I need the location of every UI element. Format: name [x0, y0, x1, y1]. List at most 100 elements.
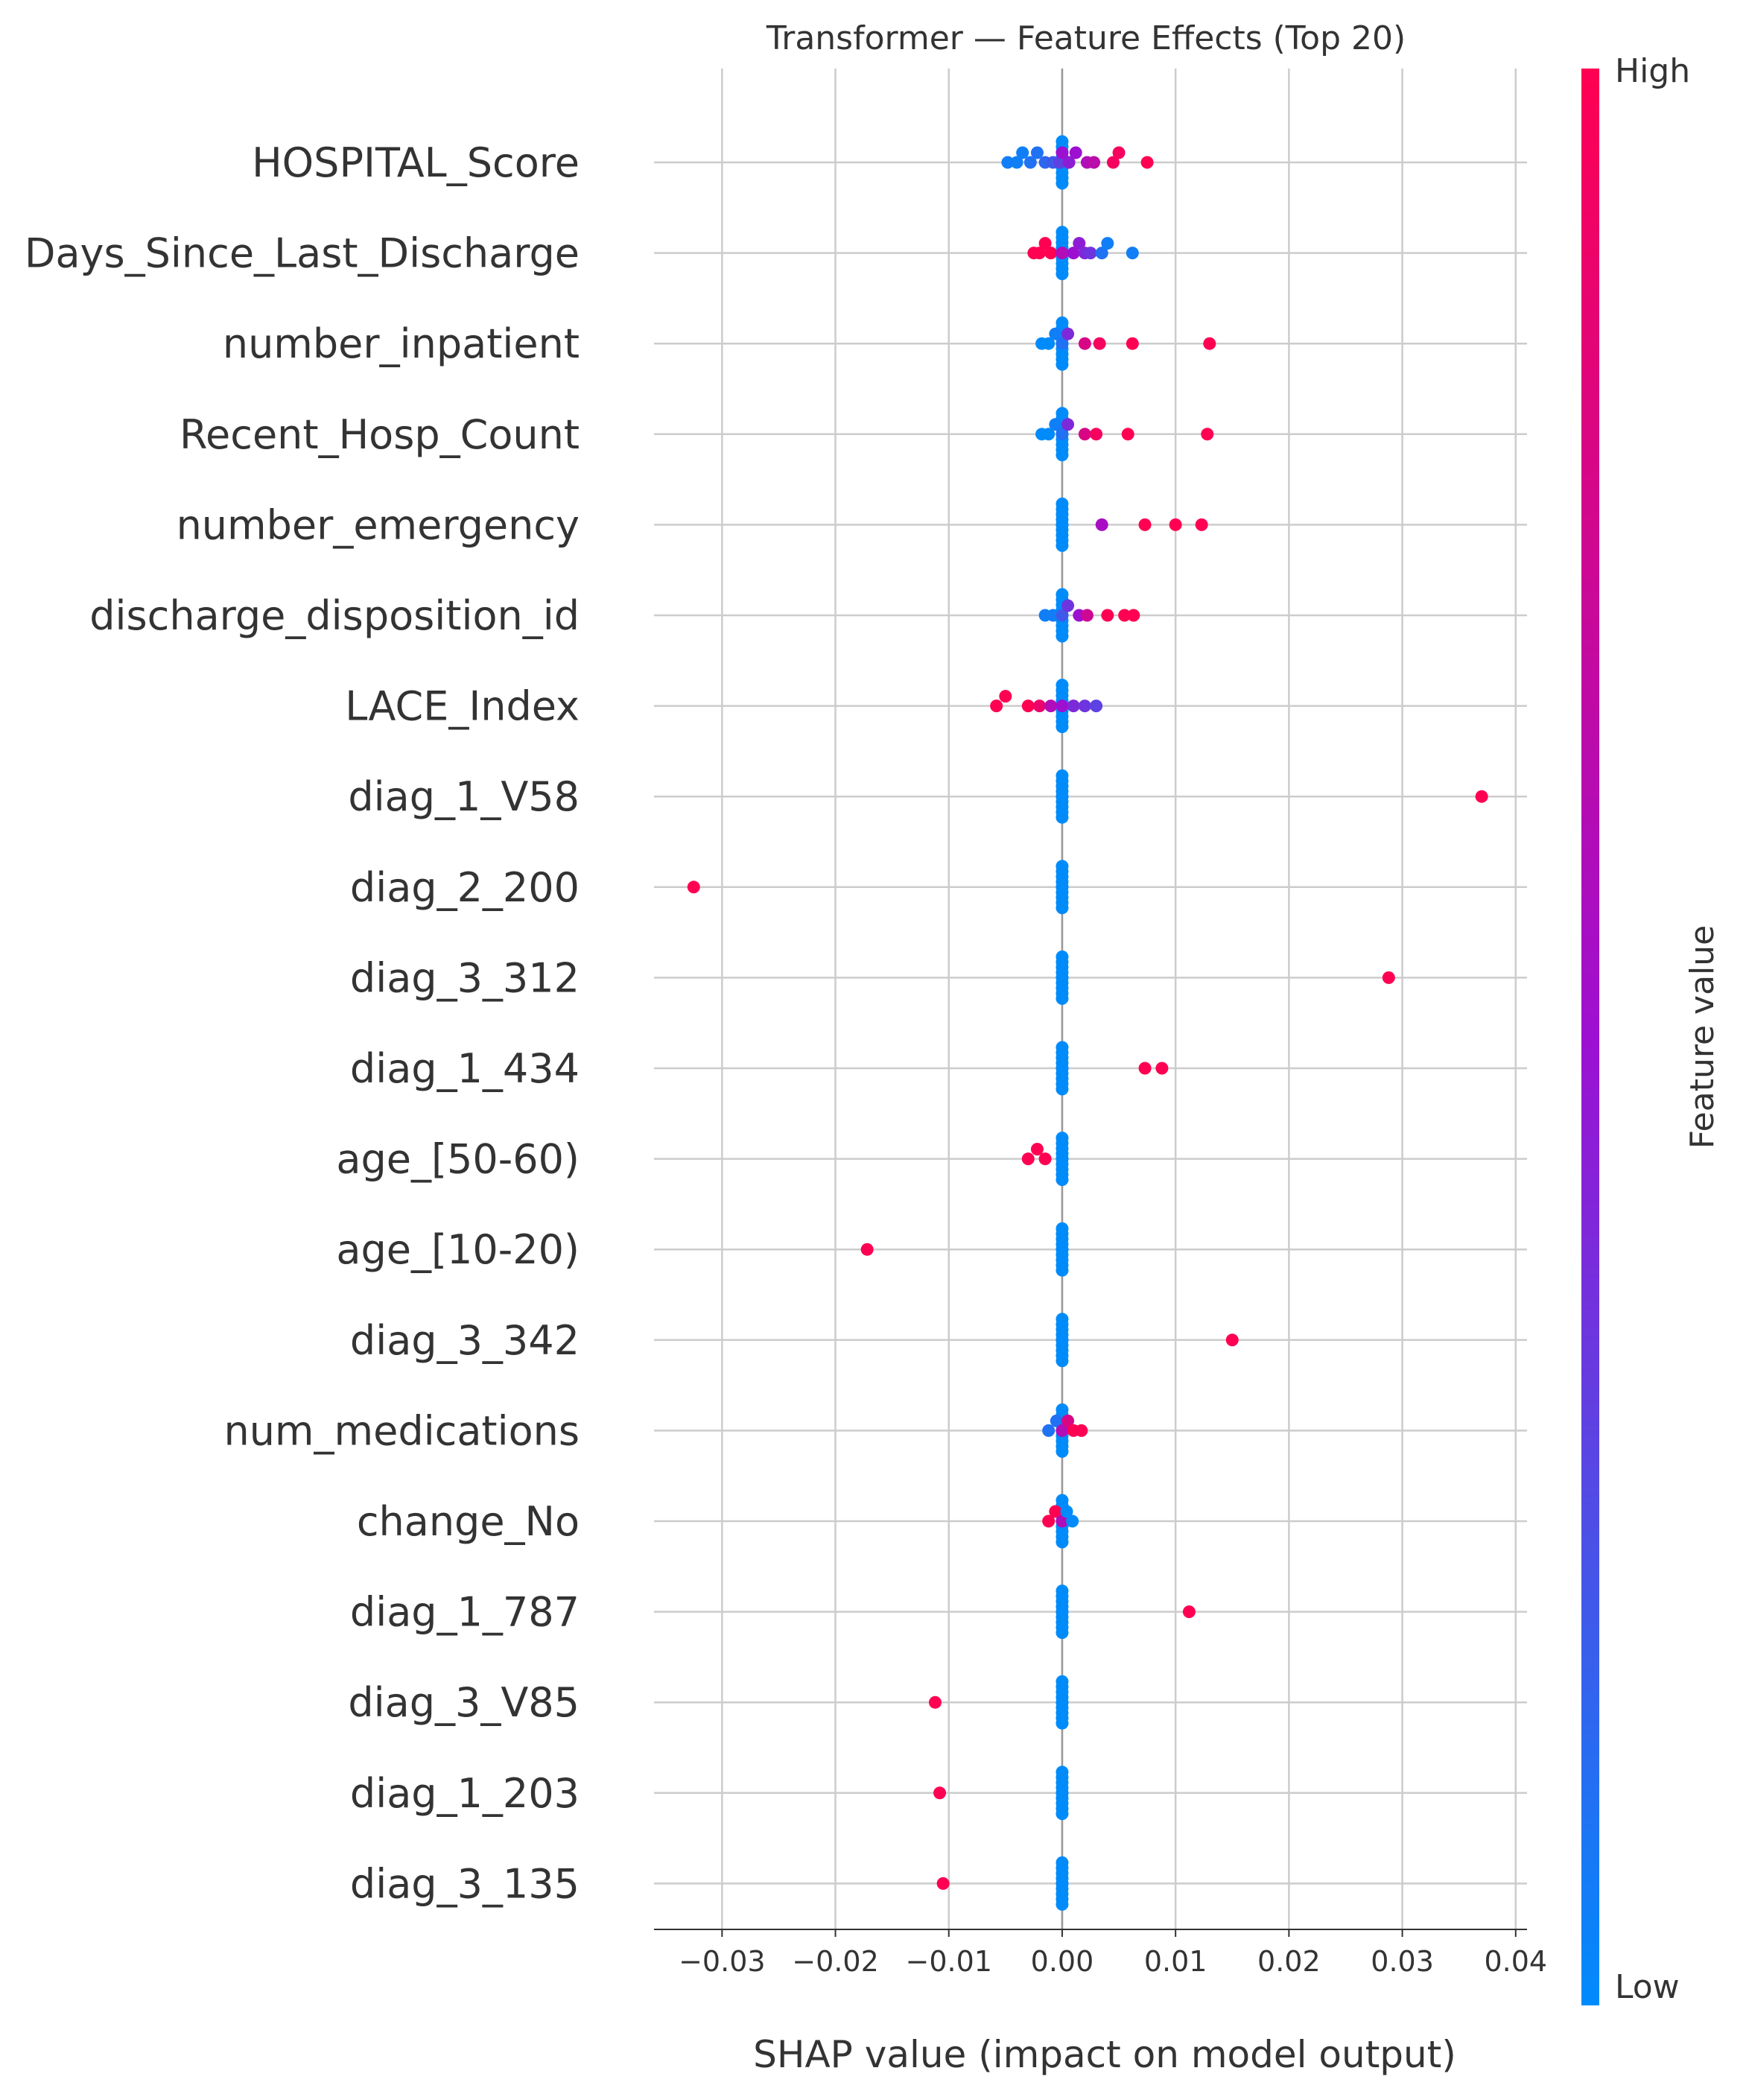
shap-point [1021, 1152, 1035, 1166]
x-axis: −0.03 −0.02 −0.01 0.00 0.01 0.02 0.03 0.04 [654, 1929, 1547, 1978]
shap-point [1050, 1414, 1063, 1427]
shap-point [1056, 146, 1069, 159]
shap-point [1101, 609, 1114, 622]
feature-label: age_[10-20) [336, 1226, 580, 1273]
shap-point [1042, 428, 1056, 441]
shap-point [933, 1786, 947, 1800]
shap-point [1203, 337, 1216, 350]
shap-point [1475, 790, 1488, 803]
shap-point [1044, 247, 1058, 260]
shap-point [1093, 337, 1106, 350]
shap-point [928, 1695, 942, 1709]
feature-label: Days_Since_Last_Discharge [25, 230, 580, 277]
shap-point [1195, 518, 1208, 531]
shap-point [1056, 518, 1069, 531]
shap-point [1056, 901, 1069, 915]
shap-point [1056, 448, 1069, 462]
shap-point [1118, 609, 1131, 622]
shap-point [1066, 1514, 1079, 1528]
shap-point [990, 700, 1003, 713]
shap-point [1084, 247, 1097, 260]
shap-point [1225, 1333, 1239, 1347]
shap-point [1010, 156, 1023, 169]
shap-point [1056, 247, 1069, 260]
feature-label: num_medications [223, 1407, 580, 1454]
shap-point [1182, 1605, 1196, 1619]
feature-label: LACE_Index [345, 683, 580, 730]
shap-point [1056, 1152, 1069, 1166]
shap-point [1056, 428, 1069, 441]
x-tick-label: −0.01 [906, 1945, 992, 1978]
feature-label: diag_3_342 [350, 1317, 580, 1364]
shap-point [1061, 327, 1075, 340]
shap-point [1038, 237, 1052, 250]
shap-point [1030, 1143, 1044, 1156]
x-tick-label: 0.02 [1257, 1945, 1321, 1978]
x-tick-label: 0.00 [1031, 1945, 1094, 1978]
shap-point [1061, 599, 1075, 612]
shap-point [1101, 237, 1114, 250]
feature-label: diag_1_V58 [348, 773, 580, 820]
feature-label: HOSPITAL_Score [252, 139, 580, 186]
feature-labels: HOSPITAL_Score Days_Since_Last_Dischargen… [25, 139, 580, 1907]
shap-point [1078, 428, 1091, 441]
shap-point [1056, 1626, 1069, 1640]
shap-point [1078, 700, 1091, 713]
shap-point [1056, 1786, 1069, 1800]
shap-point [1056, 1243, 1069, 1256]
colorbar [1581, 69, 1599, 2005]
feature-label: number_emergency [177, 501, 580, 548]
shap-point [1056, 1062, 1069, 1075]
shap-point [1056, 720, 1069, 734]
shap-point [1155, 1062, 1169, 1075]
feature-label: Recent_Hosp_Count [180, 411, 580, 458]
shap-point [1112, 146, 1126, 159]
shap-point [1021, 700, 1035, 713]
feature-label: discharge_disposition_id [89, 592, 580, 639]
shap-point [1042, 1514, 1056, 1528]
shap-point [1056, 790, 1069, 803]
shap-point [1138, 1062, 1152, 1075]
shap-point [1056, 1444, 1069, 1458]
shap-point [1106, 156, 1120, 169]
shap-point [1056, 1082, 1069, 1096]
x-tick-label: 0.03 [1371, 1945, 1434, 1978]
shap-point [1033, 247, 1047, 260]
shap-point [1095, 247, 1108, 260]
feature-label: diag_3_V85 [348, 1679, 580, 1726]
shap-point [1080, 609, 1093, 622]
shap-point [1201, 428, 1214, 441]
shap-point [1075, 1424, 1088, 1437]
shap-point [1056, 337, 1069, 350]
shap-point [1033, 700, 1047, 713]
shap-point [1056, 267, 1069, 281]
feature-label: change_No [357, 1498, 580, 1545]
shap-point [1056, 971, 1069, 984]
shap-point [1056, 811, 1069, 824]
shap-point [1049, 327, 1062, 340]
shap-point [1056, 1173, 1069, 1187]
shap-point [1067, 700, 1080, 713]
shap-point [1169, 518, 1182, 531]
feature-label: diag_2_200 [350, 864, 580, 911]
shap-point [1056, 1424, 1069, 1437]
shap-point [1030, 146, 1044, 159]
shap-point [1056, 1716, 1069, 1730]
x-tick-label: −0.03 [679, 1945, 765, 1978]
shap-point [1090, 700, 1103, 713]
feature-label: diag_1_434 [350, 1045, 580, 1092]
shap-point [1069, 146, 1082, 159]
feature-label: diag_3_312 [350, 954, 580, 1001]
feature-label: diag_3_135 [350, 1860, 580, 1907]
shap-point [1056, 177, 1069, 190]
shap-point [1056, 1333, 1069, 1347]
shap-point [1056, 358, 1069, 371]
shap-point [1126, 337, 1139, 350]
shap-point [1088, 156, 1101, 169]
shap-point [1049, 1505, 1062, 1518]
shap-point [1061, 418, 1075, 431]
feature-label: number_inpatient [223, 320, 580, 367]
shap-point [1042, 1424, 1056, 1437]
shap-point [1056, 1695, 1069, 1709]
